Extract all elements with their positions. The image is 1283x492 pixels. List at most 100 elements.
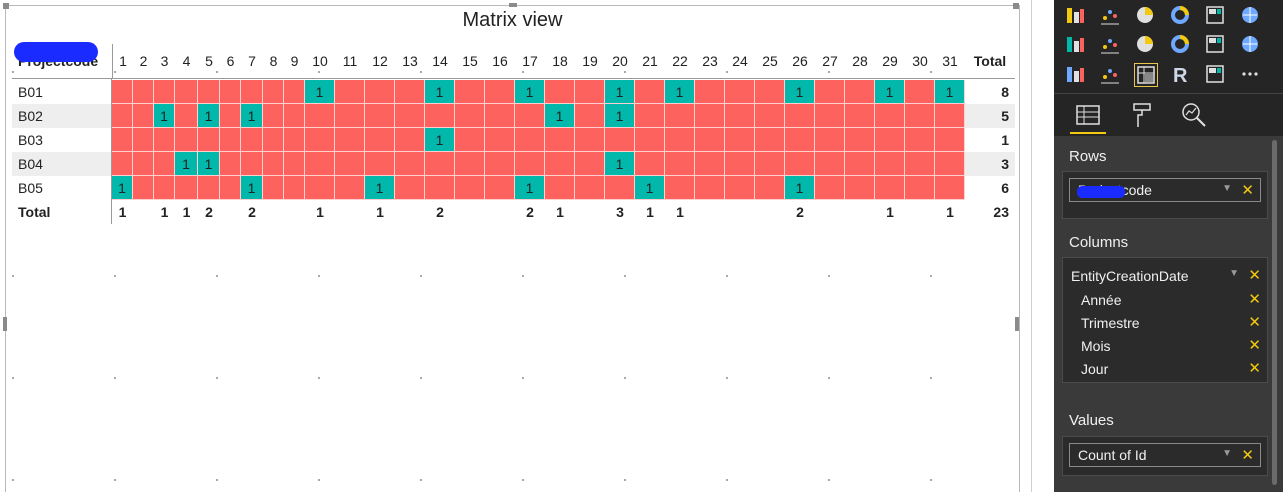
matrix-cell-filled[interactable]: 1 [785, 176, 815, 200]
matrix-cell-empty[interactable] [112, 104, 133, 128]
column-header-day[interactable]: 7 [248, 53, 256, 69]
matrix-cell-filled[interactable]: 1 [665, 80, 695, 104]
columns-field-hierarchy[interactable]: EntityCreationDate ▼ ✕ [1063, 264, 1267, 288]
columns-level-jour[interactable]: Jour ✕ [1063, 357, 1267, 381]
matrix-cell-empty[interactable] [175, 128, 198, 152]
matrix-cell-empty[interactable] [220, 152, 241, 176]
matrix-cell-empty[interactable] [112, 128, 133, 152]
matrix-cell-empty[interactable] [335, 128, 365, 152]
matrix-cell-empty[interactable] [815, 104, 845, 128]
matrix-cell-filled[interactable]: 1 [175, 152, 198, 176]
column-header-day[interactable]: 17 [522, 53, 538, 69]
matrix-cell-empty[interactable] [845, 176, 875, 200]
column-header-day[interactable]: 15 [462, 53, 478, 69]
matrix-cell-filled[interactable]: 1 [241, 104, 263, 128]
matrix-cell-empty[interactable] [154, 152, 175, 176]
resize-handle-top-left[interactable] [3, 3, 9, 9]
matrix-cell-empty[interactable] [284, 80, 305, 104]
matrix-cell-empty[interactable] [515, 128, 545, 152]
row-header[interactable]: B05 [18, 180, 43, 196]
remove-field-icon[interactable]: ✕ [1248, 314, 1261, 331]
donut-chart-icon[interactable] [1169, 4, 1193, 28]
pie-chart-icon[interactable] [1134, 4, 1158, 28]
matrix-cell-empty[interactable] [284, 152, 305, 176]
matrix-cell-empty[interactable] [695, 104, 725, 128]
chevron-down-icon[interactable]: ▼ [1229, 268, 1239, 279]
matrix-cell-filled[interactable]: 1 [112, 176, 133, 200]
matrix-cell-empty[interactable] [305, 176, 335, 200]
matrix-cell-empty[interactable] [455, 128, 485, 152]
matrix-cell-empty[interactable] [335, 104, 365, 128]
matrix-icon[interactable] [1134, 63, 1158, 87]
matrix-cell-empty[interactable] [875, 104, 905, 128]
matrix-cell-empty[interactable] [635, 152, 665, 176]
matrix-cell-empty[interactable] [305, 128, 335, 152]
more-visuals-icon[interactable] [1239, 63, 1263, 87]
matrix-cell-empty[interactable] [284, 128, 305, 152]
matrix-cell-empty[interactable] [845, 104, 875, 128]
funnel-icon[interactable] [1099, 33, 1123, 57]
matrix-cell-empty[interactable] [905, 152, 935, 176]
matrix-cell-empty[interactable] [154, 176, 175, 200]
format-tab[interactable] [1124, 97, 1160, 133]
matrix-cell-empty[interactable] [335, 152, 365, 176]
column-header-day[interactable]: 5 [205, 53, 213, 69]
matrix-cell-empty[interactable] [665, 104, 695, 128]
matrix-cell-empty[interactable] [875, 176, 905, 200]
matrix-cell-empty[interactable] [305, 152, 335, 176]
multi-row-card-icon[interactable] [1204, 33, 1228, 57]
column-header-day[interactable]: 27 [822, 53, 838, 69]
matrix-cell-empty[interactable] [695, 128, 725, 152]
resize-handle-left[interactable] [3, 317, 7, 331]
kpi-icon[interactable] [1239, 33, 1263, 57]
matrix-cell-empty[interactable] [241, 128, 263, 152]
column-header-day[interactable]: 3 [160, 53, 169, 69]
matrix-cell-empty[interactable] [665, 176, 695, 200]
matrix-cell-empty[interactable] [935, 176, 965, 200]
matrix-cell-empty[interactable] [455, 104, 485, 128]
matrix-cell-empty[interactable] [695, 176, 725, 200]
remove-field-icon[interactable]: ✕ [1241, 447, 1254, 464]
matrix-cell-empty[interactable] [485, 128, 515, 152]
matrix-cell-empty[interactable] [485, 176, 515, 200]
column-header-day[interactable]: 13 [402, 53, 418, 69]
matrix-cell-empty[interactable] [365, 128, 395, 152]
matrix-cell-empty[interactable] [220, 176, 241, 200]
matrix-cell-filled[interactable]: 1 [605, 80, 635, 104]
matrix-cell-empty[interactable] [905, 80, 935, 104]
matrix-cell-empty[interactable] [845, 80, 875, 104]
remove-field-icon[interactable]: ✕ [1248, 291, 1261, 308]
matrix-cell-empty[interactable] [425, 152, 455, 176]
matrix-cell-empty[interactable] [815, 128, 845, 152]
resize-handle-top[interactable] [509, 3, 517, 7]
matrix-cell-empty[interactable] [695, 80, 725, 104]
matrix-cell-empty[interactable] [395, 176, 425, 200]
column-header-day[interactable]: 31 [942, 53, 958, 69]
column-header-day[interactable]: 22 [672, 53, 688, 69]
matrix-cell-empty[interactable] [725, 104, 755, 128]
matrix-cell-filled[interactable]: 1 [605, 152, 635, 176]
matrix-cell-empty[interactable] [455, 152, 485, 176]
column-header-day[interactable]: 20 [612, 53, 628, 69]
matrix-cell-empty[interactable] [635, 128, 665, 152]
column-header-day[interactable]: 28 [852, 53, 868, 69]
matrix-cell-empty[interactable] [575, 128, 605, 152]
matrix-cell-empty[interactable] [425, 176, 455, 200]
matrix-cell-empty[interactable] [198, 128, 220, 152]
arcgis-map-icon[interactable] [1204, 63, 1228, 87]
treemap-icon[interactable] [1204, 4, 1228, 28]
column-header-day[interactable]: 24 [732, 53, 748, 69]
column-header-day[interactable]: 26 [792, 53, 808, 69]
matrix-cell-empty[interactable] [395, 128, 425, 152]
column-header-day[interactable]: 9 [290, 53, 299, 69]
columns-level-annee[interactable]: Année ✕ [1063, 288, 1267, 312]
matrix-cell-empty[interactable] [905, 128, 935, 152]
scatter-chart-icon[interactable] [1099, 4, 1123, 28]
matrix-cell-empty[interactable] [755, 104, 785, 128]
matrix-cell-empty[interactable] [815, 80, 845, 104]
matrix-cell-empty[interactable] [220, 128, 241, 152]
slicer-icon[interactable] [1064, 63, 1088, 87]
matrix-cell-empty[interactable] [112, 152, 133, 176]
matrix-cell-filled[interactable]: 1 [935, 80, 965, 104]
matrix-cell-empty[interactable] [755, 176, 785, 200]
